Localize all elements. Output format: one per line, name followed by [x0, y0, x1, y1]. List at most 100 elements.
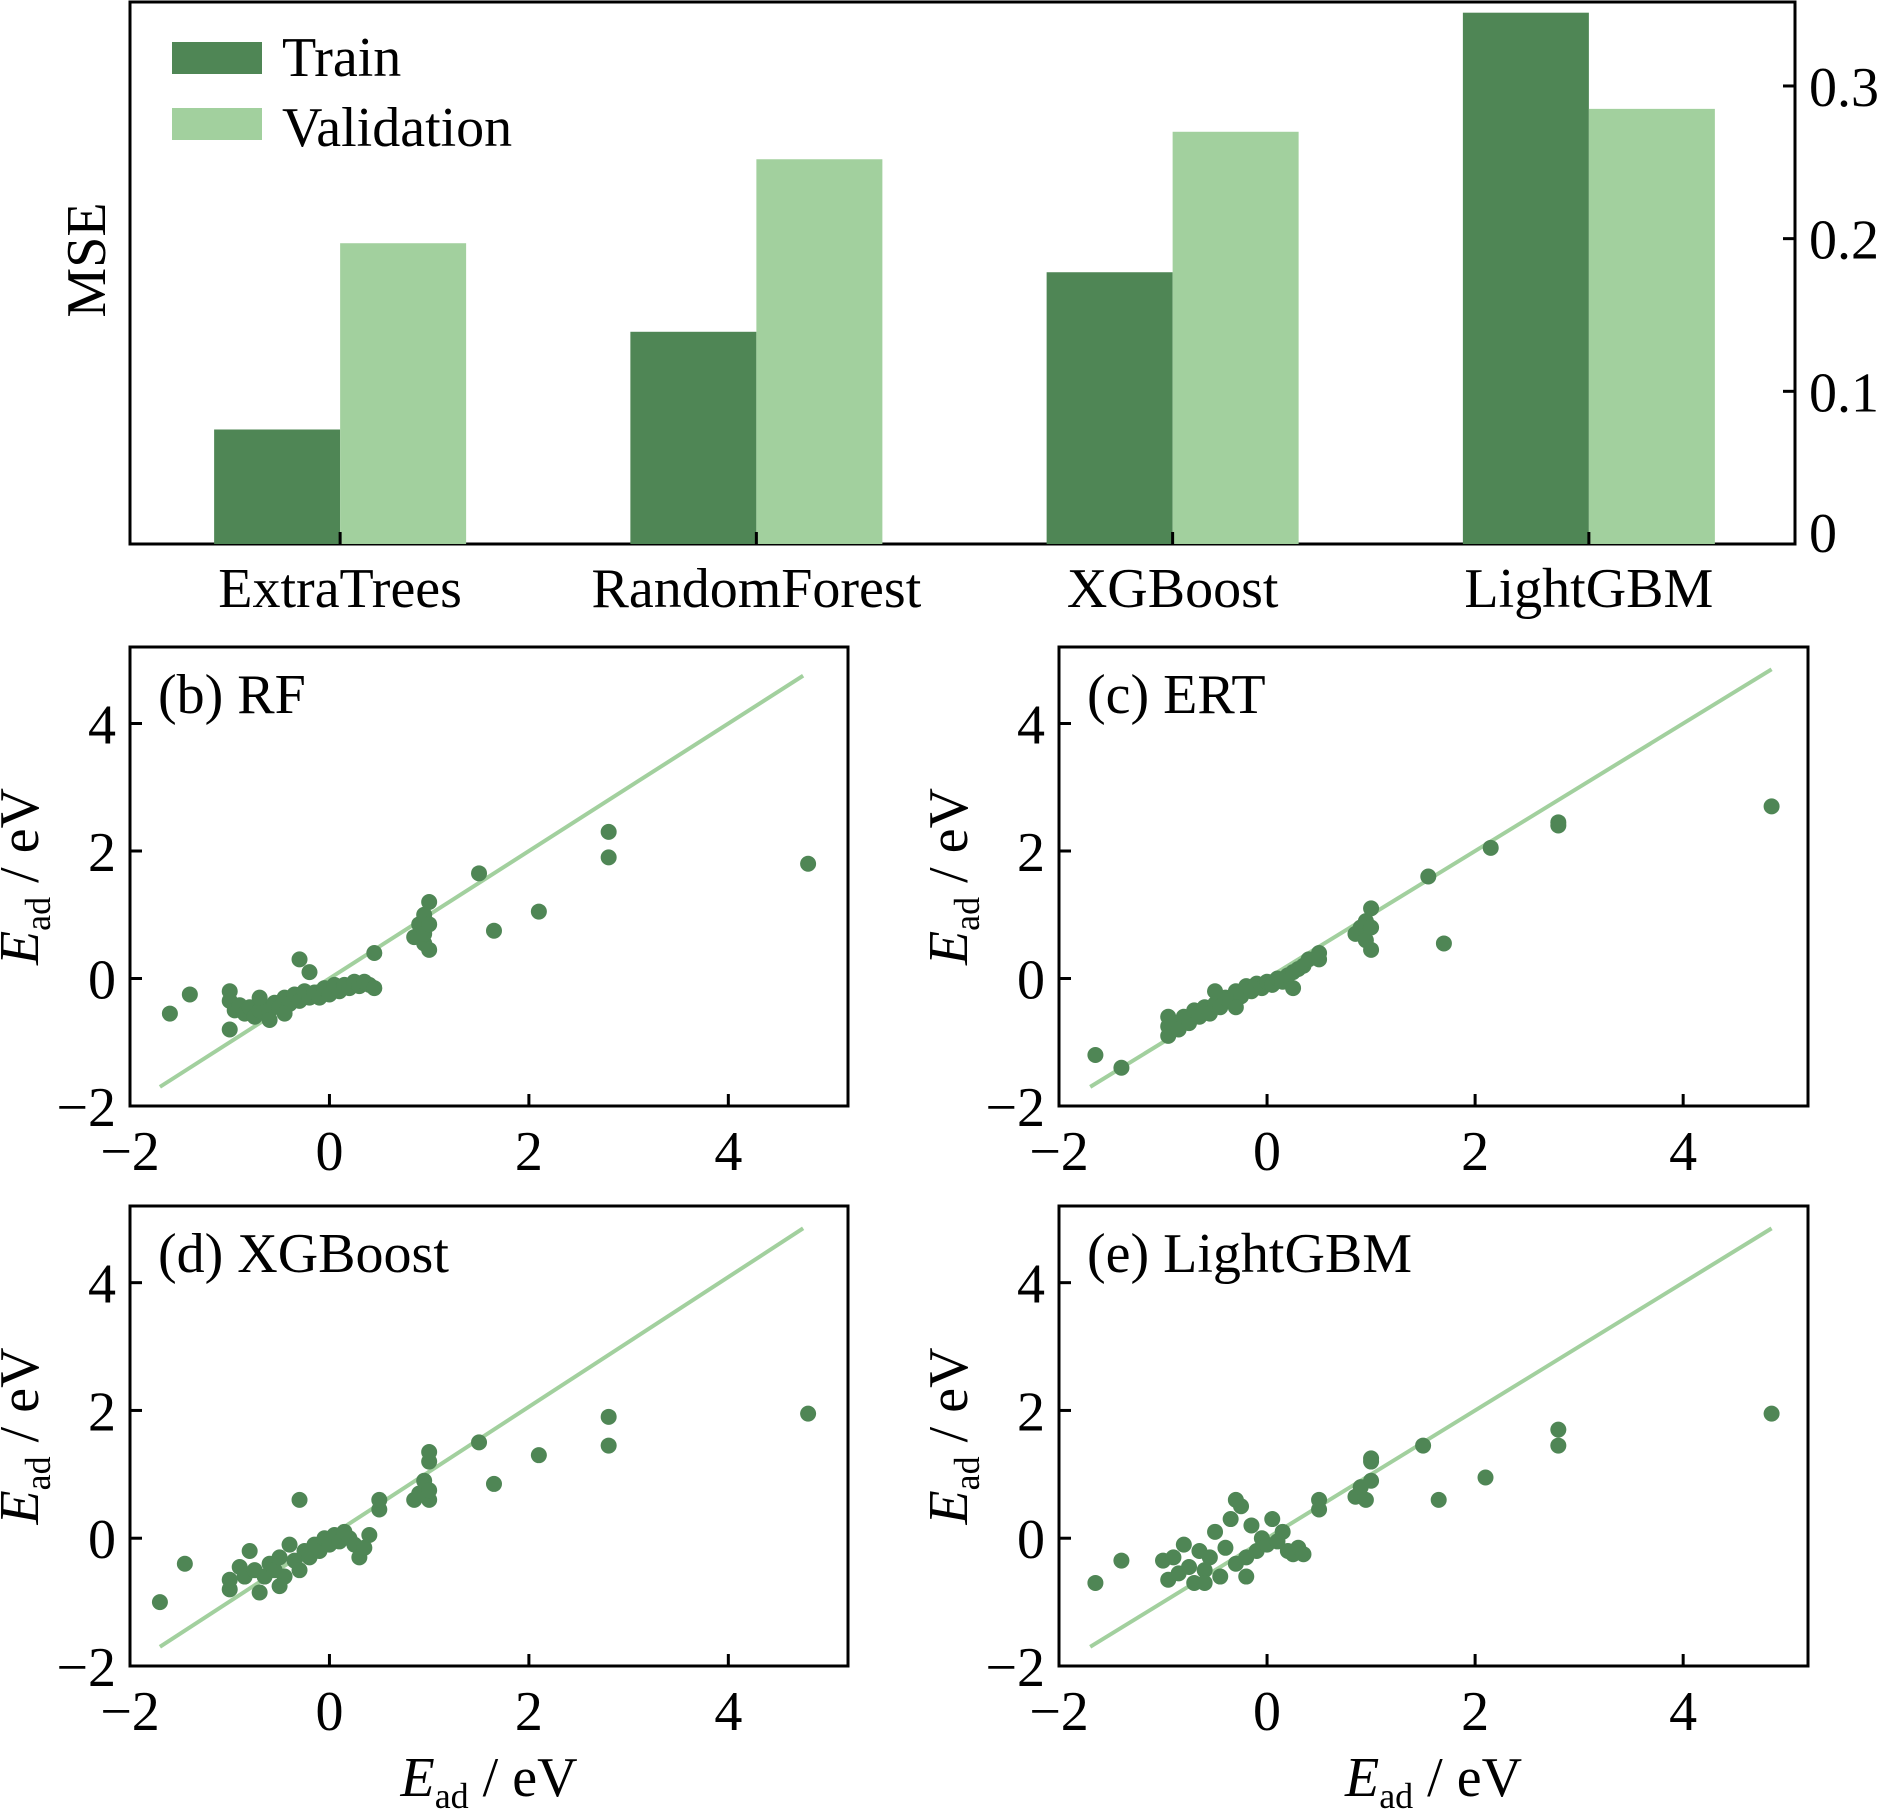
x-axis-label: Ead / eV [1344, 1747, 1522, 1816]
data-point [530, 1447, 547, 1464]
data-point [251, 989, 268, 1006]
bar-plot-frame [128, 0, 1797, 546]
data-point [800, 855, 817, 872]
data-point [301, 964, 318, 981]
data-point [1363, 900, 1380, 917]
x-tick-label: 0 [1253, 1121, 1281, 1183]
legend-swatch-validation [172, 108, 262, 140]
data-point [471, 865, 488, 882]
legend-label-validation: Validation [282, 97, 512, 159]
y-tick-label: −2 [56, 1637, 116, 1699]
data-point [421, 916, 438, 933]
data-point [251, 1584, 268, 1601]
data-point [366, 945, 383, 961]
x-tick-label: RandomForest [591, 558, 921, 620]
x-tick-label: 4 [714, 1681, 742, 1743]
x-axis-categories: ExtraTrees RandomForest XGBoost LightGBM [218, 532, 1713, 620]
data-point [1264, 1511, 1281, 1528]
x-axis-label: Ead / eV [399, 1747, 577, 1816]
data-point [1201, 1549, 1218, 1566]
y-tick-label: 2 [88, 1381, 116, 1443]
data-point [356, 1539, 373, 1556]
data-point [241, 1543, 258, 1559]
x-tick-label: −2 [1029, 1121, 1089, 1183]
x-tick-label: 4 [1669, 1121, 1697, 1183]
y-axis-label: Ead / eV [918, 788, 987, 966]
plot-frame [128, 645, 850, 1108]
x-tick-label: 2 [515, 1121, 543, 1183]
bar-train-xgboost [1046, 272, 1173, 544]
y-tick-label: −2 [56, 1077, 116, 1139]
x-tick-label: 2 [515, 1681, 543, 1743]
data-point [1165, 1549, 1182, 1566]
y-tick-label: −2 [985, 1077, 1045, 1139]
data-point [276, 1005, 293, 1022]
y-tick-label: 0 [1017, 1509, 1045, 1571]
panel-label: (c) ERT [1087, 664, 1266, 726]
data-point [1217, 1539, 1234, 1556]
data-point [600, 849, 617, 866]
y-axis-label: Ead / eV [918, 1347, 987, 1525]
scatter-panel-xgboost: −2 0 2 4 −2 0 2 4 (d) XGBoost Ead / eV Ead / eV [0, 1204, 850, 1816]
y-tick-label: 0 [1809, 503, 1837, 565]
x-tick-label: 0 [315, 1681, 343, 1743]
data-point [221, 1571, 238, 1588]
data-point [600, 823, 617, 840]
data-point [1295, 1546, 1312, 1563]
y-tick-label: 4 [88, 1254, 116, 1316]
data-point [1430, 1491, 1447, 1508]
data-point [485, 1475, 502, 1492]
data-point [291, 951, 308, 968]
data-point [1311, 945, 1328, 961]
data-point [1363, 941, 1380, 958]
data-point [421, 941, 438, 958]
data-point [1087, 1574, 1104, 1591]
data-point [421, 1443, 438, 1460]
bar-validation-extratrees [340, 243, 467, 545]
data-point [1285, 980, 1302, 997]
y-tick-label: 0.3 [1809, 57, 1879, 119]
scatter-panel-ert: −2 0 2 4 −2 0 2 4 (c) ERT Ead / eV [918, 645, 1810, 1183]
data-point [271, 1578, 288, 1595]
y-axis-label: MSE [56, 202, 118, 317]
x-tick-label: XGBoost [1067, 558, 1279, 620]
data-point [181, 986, 198, 1003]
data-point [271, 1549, 288, 1566]
y-tick-label: 2 [1017, 1381, 1045, 1443]
bars-group [214, 12, 1715, 545]
data-point [1087, 1047, 1104, 1063]
data-point [485, 922, 502, 939]
data-point [1113, 1059, 1130, 1076]
data-point [800, 1405, 817, 1422]
data-point [291, 1491, 308, 1508]
data-point [1363, 919, 1380, 936]
parity-line [158, 674, 805, 1089]
scatter-panel-rf: −2 0 2 4 −2 0 2 4 (b) RF Ead / eV [0, 645, 850, 1183]
x-tick-label: LightGBM [1464, 558, 1713, 620]
data-point [600, 1437, 617, 1454]
y-axis-label: Ead / eV [0, 788, 58, 966]
data-point [1477, 1469, 1494, 1486]
y-tick-label: 2 [88, 822, 116, 884]
data-point [1550, 1437, 1567, 1454]
data-point [1243, 1517, 1260, 1534]
bar-validation-xgboost [1172, 131, 1299, 544]
x-tick-label: 2 [1461, 1681, 1489, 1743]
bar-train-lightgbm [1462, 12, 1589, 545]
data-point [471, 1434, 488, 1451]
data-point [1763, 798, 1780, 815]
data-point [1238, 1568, 1255, 1585]
bar-validation-randomforest [756, 159, 883, 544]
data-point [1550, 814, 1567, 831]
x-tick-label: 2 [1461, 1121, 1489, 1183]
plot-frame [128, 1204, 850, 1668]
x-tick-label: 4 [714, 1121, 742, 1183]
data-point [176, 1555, 193, 1572]
x-tick-label: ExtraTrees [218, 558, 462, 620]
data-point [1175, 1536, 1192, 1553]
data-point [421, 894, 438, 910]
y-tick-label: 0 [88, 950, 116, 1012]
data-point [421, 1482, 438, 1499]
panel-label: (d) XGBoost [158, 1223, 449, 1285]
